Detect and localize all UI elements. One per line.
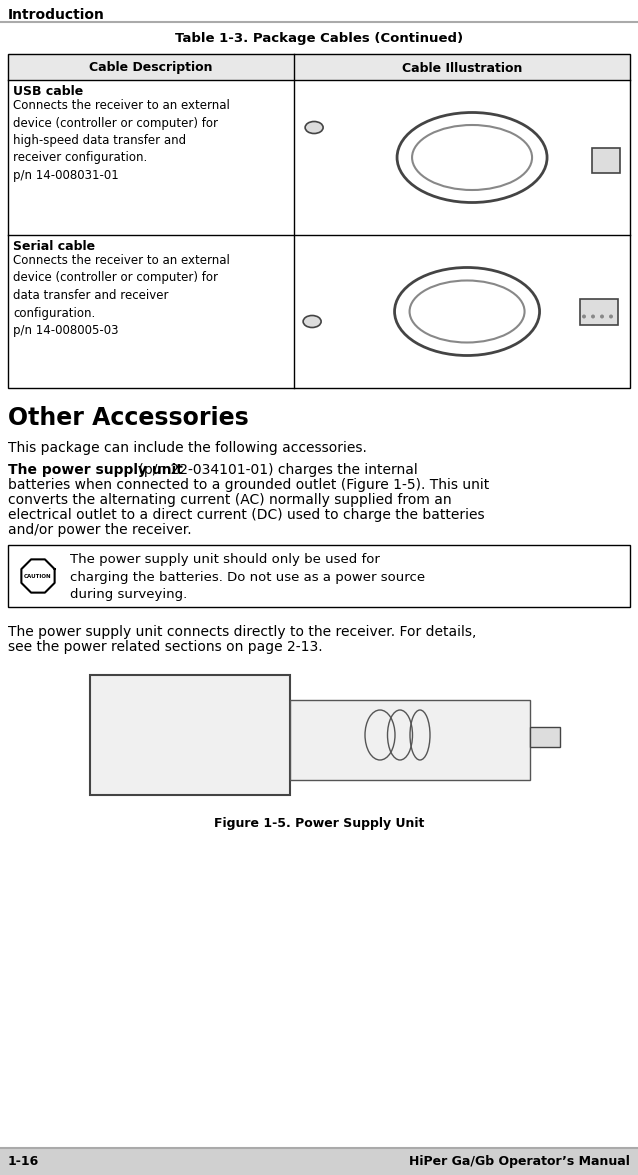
Text: and/or power the receiver.: and/or power the receiver.	[8, 523, 191, 537]
Bar	[8, 235, 630, 388]
Text: Introduction: Introduction	[8, 8, 105, 22]
Bar	[290, 700, 530, 780]
Bar	[8, 54, 630, 388]
Text: CAUTION: CAUTION	[24, 573, 52, 578]
Ellipse shape	[600, 315, 604, 318]
Text: Connects the receiver to an external
device (controller or computer) for
data tr: Connects the receiver to an external dev…	[13, 254, 230, 337]
Ellipse shape	[303, 316, 321, 328]
Text: HiPer Ga/Gb Operator’s Manual: HiPer Ga/Gb Operator’s Manual	[409, 1155, 630, 1168]
Bar	[0, 1148, 638, 1175]
Bar	[8, 80, 630, 235]
Bar	[8, 54, 630, 80]
Text: batteries when connected to a grounded outlet (Figure 1-5). This unit: batteries when connected to a grounded o…	[8, 478, 489, 492]
Text: The power supply unit connects directly to the receiver. For details,: The power supply unit connects directly …	[8, 625, 477, 639]
Bar	[580, 298, 618, 324]
Text: 1-16: 1-16	[8, 1155, 40, 1168]
Ellipse shape	[305, 121, 323, 134]
Ellipse shape	[582, 315, 586, 318]
Text: Connects the receiver to an external
device (controller or computer) for
high-sp: Connects the receiver to an external dev…	[13, 99, 230, 182]
Text: Figure 1-5. Power Supply Unit: Figure 1-5. Power Supply Unit	[214, 817, 424, 830]
Text: Cable Illustration: Cable Illustration	[402, 61, 523, 74]
Bar	[8, 545, 630, 607]
Text: The power supply unit: The power supply unit	[8, 463, 183, 477]
Ellipse shape	[591, 315, 595, 318]
Text: Serial cable: Serial cable	[13, 240, 95, 253]
Text: electrical outlet to a direct current (DC) used to charge the batteries: electrical outlet to a direct current (D…	[8, 508, 485, 522]
Text: (p/n 22-034101-01) charges the internal: (p/n 22-034101-01) charges the internal	[134, 463, 418, 477]
Ellipse shape	[609, 315, 613, 318]
Text: The power supply unit should only be used for
charging the batteries. Do not use: The power supply unit should only be use…	[70, 553, 425, 600]
Text: This package can include the following accessories.: This package can include the following a…	[8, 441, 367, 455]
Text: Cable Description: Cable Description	[89, 61, 213, 74]
Text: USB cable: USB cable	[13, 85, 83, 98]
Bar	[530, 727, 560, 747]
Text: Table 1-3. Package Cables (Continued): Table 1-3. Package Cables (Continued)	[175, 32, 463, 45]
Text: converts the alternating current (AC) normally supplied from an: converts the alternating current (AC) no…	[8, 494, 452, 506]
Bar	[90, 674, 290, 795]
Text: Other Accessories: Other Accessories	[8, 407, 249, 430]
Text: see the power related sections on page 2-13.: see the power related sections on page 2…	[8, 640, 323, 654]
Bar	[592, 148, 620, 173]
